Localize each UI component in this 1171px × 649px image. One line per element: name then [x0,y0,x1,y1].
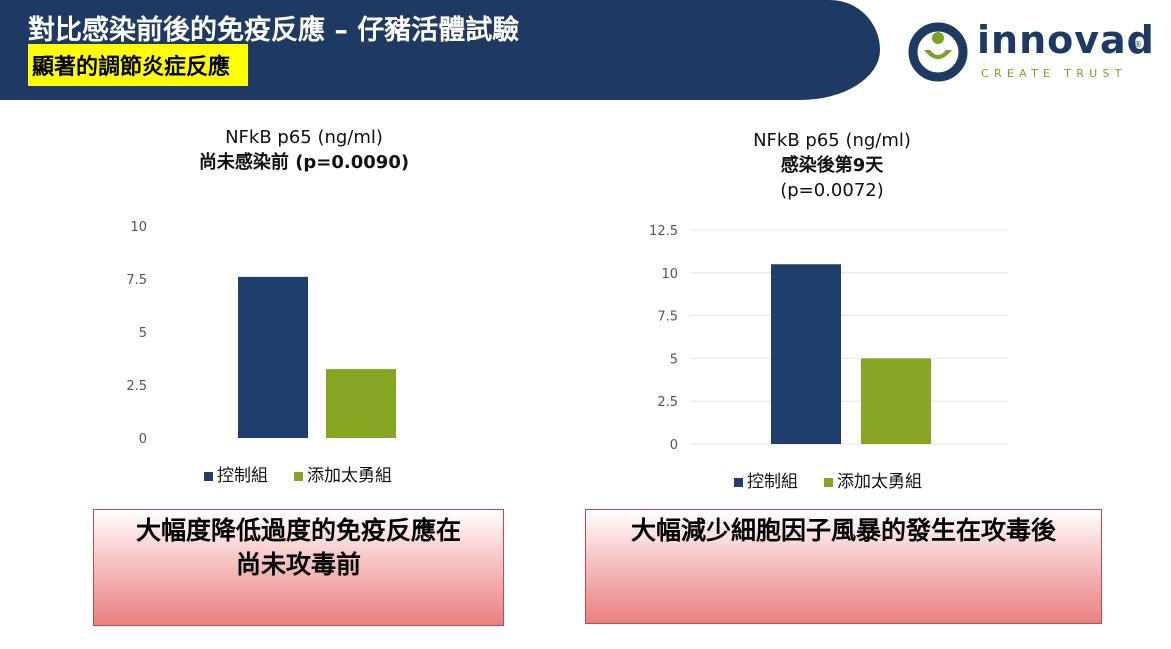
logo-emblem-icon [908,22,968,82]
y-tick-label: 5 [670,352,678,367]
legend-swatch-treatment [824,478,833,487]
y-tick-label: 2.5 [126,379,147,394]
chart-2-pvalue-line: (p=0.0072) [780,180,884,201]
y-tick-label: 10 [661,267,678,282]
bar-treatment [326,369,396,438]
callout-1-line-2: 尚未攻毒前 [235,550,361,579]
innovad-logo: innovad ® CREATE TRUST [906,18,1154,90]
bar-control [771,264,841,444]
page-subtitle: 顯著的調節炎症反應 [28,44,249,86]
legend-swatch-control [734,478,743,487]
y-tick-label: 12.5 [649,224,678,239]
chart-2-title: NFkB p65 (ng/ml) 感染後第9天 (p=0.0072) [702,128,962,203]
chart-2-subtitle-line: 感染後第9天 [780,155,884,176]
y-tick-label: 5 [139,326,147,341]
logo-tagline: CREATE TRUST [981,67,1127,80]
y-tick-label: 7.5 [657,310,678,325]
bar-control [238,276,308,438]
y-tick-label: 7.5 [126,273,147,288]
bar-treatment [861,358,931,444]
legend-swatch-control [204,472,213,481]
logo-wordmark: innovad [977,18,1155,62]
legend-item-control: 控制組 [734,467,798,492]
chart-2-title-line: NFkB p65 (ng/ml) [753,130,911,151]
y-tick-label: 10 [130,220,147,235]
legend-item-control: 控制組 [204,461,268,486]
chart-1-title-line: NFkB p65 (ng/ml) [225,127,383,148]
chart-1-title: NFkB p65 (ng/ml) 尚未感染前 (p=0.0090) [174,125,434,175]
logo-registered-mark: ® [1134,40,1142,49]
callout-after-infection: 大幅減少細胞因子風暴的發生在攻毒後 [585,509,1102,624]
legend-item-treatment: 添加太勇組 [824,467,922,492]
callout-1-line-1: 大幅度降低過度的免疫反應在 [135,516,461,545]
callout-before-infection: 大幅度降低過度的免疫反應在 尚未攻毒前 [93,509,504,626]
legend-swatch-treatment [294,472,303,481]
legend-item-treatment: 添加太勇組 [294,461,392,486]
legend-label-treatment: 添加太勇組 [837,472,922,492]
chart-1-subtitle-line: 尚未感染前 (p=0.0090) [198,152,410,173]
legend-label-control: 控制組 [747,472,798,492]
page-title: 對比感染前後的免疫反應 – 仔豬活體試驗 [28,15,520,46]
y-tick-label: 2.5 [657,395,678,410]
legend-label-control: 控制組 [217,466,268,486]
callout-2-line-1: 大幅減少細胞因子風暴的發生在攻毒後 [630,516,1056,545]
y-tick-label: 0 [139,432,147,447]
chart-2-legend: 控制組 添加太勇組 [734,467,922,492]
legend-label-treatment: 添加太勇組 [307,466,392,486]
chart-1-legend: 控制組 添加太勇組 [204,461,392,486]
y-tick-label: 0 [670,438,678,453]
